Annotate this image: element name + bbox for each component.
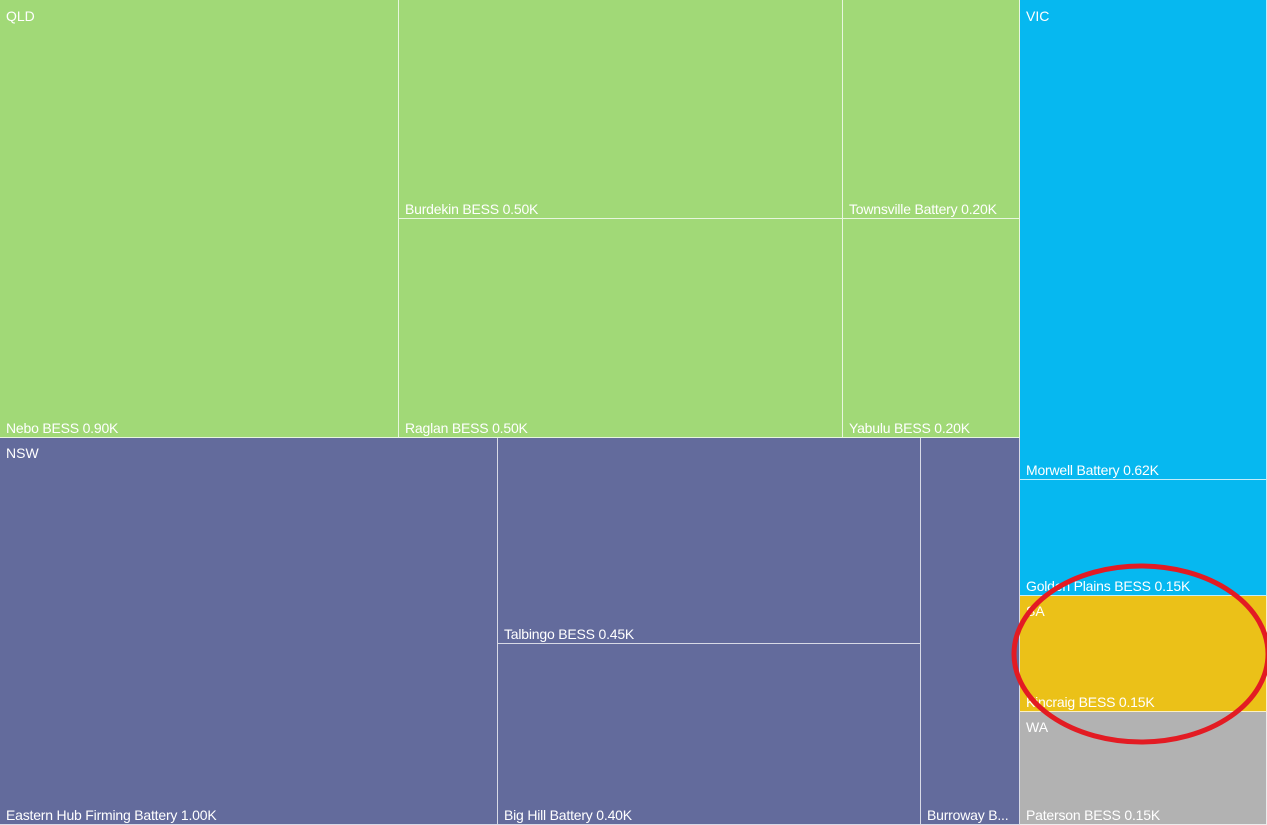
tile-morwell-battery[interactable]: Morwell Battery 0.62K <box>1020 0 1267 480</box>
tile-label: Raglan BESS 0.50K <box>405 420 528 436</box>
tile-label: Nebo BESS 0.90K <box>6 420 119 436</box>
tile-nebo-bess[interactable]: Nebo BESS 0.90K <box>0 0 399 438</box>
tile-label: Kincraig BESS 0.15K <box>1026 694 1155 710</box>
tile-label: Big Hill Battery 0.40K <box>504 807 632 823</box>
tile-label: Yabulu BESS 0.20K <box>849 420 970 436</box>
tile-talbingo-bess[interactable]: Talbingo BESS 0.45K <box>498 438 921 644</box>
tile-burdekin-bess[interactable]: Burdekin BESS 0.50K <box>399 0 843 219</box>
tile-label: Burdekin BESS 0.50K <box>405 201 539 217</box>
tile-label: Golden Plains BESS 0.15K <box>1026 578 1191 594</box>
tile-eastern-hub-firming-battery[interactable]: Eastern Hub Firming Battery 1.00K <box>0 438 498 825</box>
tile-label: Paterson BESS 0.15K <box>1026 807 1160 823</box>
tile-label: Morwell Battery 0.62K <box>1026 462 1159 478</box>
tile-label: Burroway B... <box>927 807 1009 823</box>
tile-kincraig-bess[interactable]: Kincraig BESS 0.15K <box>1020 596 1267 712</box>
tile-big-hill-battery[interactable]: Big Hill Battery 0.40K <box>498 644 921 825</box>
tile-golden-plains-bess[interactable]: Golden Plains BESS 0.15K <box>1020 480 1267 596</box>
tile-label: Eastern Hub Firming Battery 1.00K <box>6 807 217 823</box>
tile-paterson-bess[interactable]: Paterson BESS 0.15K <box>1020 712 1267 825</box>
tile-label: Talbingo BESS 0.45K <box>504 626 635 642</box>
tile-raglan-bess[interactable]: Raglan BESS 0.50K <box>399 219 843 438</box>
tile-yabulu-bess[interactable]: Yabulu BESS 0.20K <box>843 219 1020 438</box>
tile-townsville-battery[interactable]: Townsville Battery 0.20K <box>843 0 1020 219</box>
tile-label: Townsville Battery 0.20K <box>849 201 997 217</box>
tile-burroway-b[interactable]: Burroway B... <box>921 438 1020 825</box>
